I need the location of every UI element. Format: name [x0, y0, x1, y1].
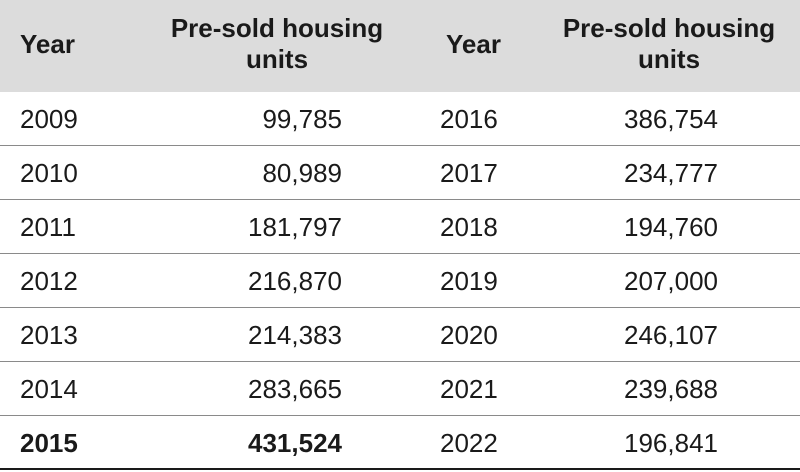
- units-cell: 181,797: [248, 212, 342, 242]
- header-units-right: Pre-sold housing units: [552, 13, 786, 75]
- units-cell: 246,107: [624, 320, 718, 350]
- year-cell: 2011: [20, 212, 76, 242]
- header-units-left-line2: units: [245, 44, 309, 74]
- header-units-left-line1: Pre-sold housing: [170, 13, 384, 43]
- year-cell: 2010: [20, 158, 78, 188]
- year-cell: 2016: [440, 104, 498, 134]
- year-cell: 2019: [440, 266, 498, 296]
- header-year-right: Year: [446, 29, 501, 59]
- table-row: 2012 216,870 2019 207,000: [0, 254, 800, 308]
- units-cell: 234,777: [624, 158, 718, 188]
- year-cell: 2014: [20, 374, 78, 404]
- header-year-left: Year: [20, 29, 75, 59]
- year-cell: 2013: [20, 320, 78, 350]
- table-header: Year Pre-sold housing units Year Pre-sol…: [0, 0, 800, 92]
- year-cell: 2018: [440, 212, 498, 242]
- units-cell: 283,665: [248, 374, 342, 404]
- year-cell-highlighted: 2015: [20, 428, 78, 458]
- year-cell: 2012: [20, 266, 78, 296]
- table-row: 2010 80,989 2017 234,777: [0, 146, 800, 200]
- header-units-right-line1: Pre-sold housing: [562, 13, 776, 43]
- units-cell: 194,760: [624, 212, 718, 242]
- units-cell: 207,000: [624, 266, 718, 296]
- header-units-right-line2: units: [637, 44, 701, 74]
- units-cell: 386,754: [624, 104, 718, 134]
- year-cell: 2021: [440, 374, 498, 404]
- table-row: 2015 431,524 2022 196,841: [0, 416, 800, 470]
- table-row: 2013 214,383 2020 246,107: [0, 308, 800, 362]
- table-row: 2014 283,665 2021 239,688: [0, 362, 800, 416]
- year-cell: 2017: [440, 158, 498, 188]
- units-cell-highlighted: 431,524: [248, 428, 342, 458]
- table-row: 2011 181,797 2018 194,760: [0, 200, 800, 254]
- table-row: 2009 99,785 2016 386,754: [0, 92, 800, 146]
- year-cell: 2009: [20, 104, 78, 134]
- units-cell: 99,785: [262, 104, 342, 134]
- header-units-left: Pre-sold housing units: [160, 13, 394, 75]
- units-cell: 80,989: [262, 158, 342, 188]
- units-cell: 239,688: [624, 374, 718, 404]
- units-cell: 214,383: [248, 320, 342, 350]
- year-cell: 2020: [440, 320, 498, 350]
- year-cell: 2022: [440, 428, 498, 458]
- units-cell: 216,870: [248, 266, 342, 296]
- units-cell: 196,841: [624, 428, 718, 458]
